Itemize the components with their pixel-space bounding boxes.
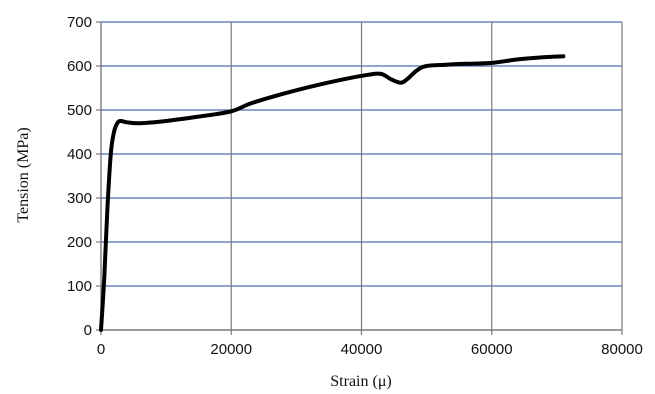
series-layer xyxy=(99,54,566,332)
x-tick-label: 60000 xyxy=(471,341,513,358)
y-tick-label: 0 xyxy=(84,322,92,339)
y-tick-label: 300 xyxy=(67,190,92,207)
grid xyxy=(101,21,623,330)
y-axis-title: Tension (MPa) xyxy=(15,127,32,222)
x-axis-title: Strain (μ) xyxy=(330,373,391,390)
y-tick-label: 200 xyxy=(67,234,92,251)
x-tick-label: 20000 xyxy=(210,341,252,358)
y-tick-label: 400 xyxy=(67,146,92,163)
y-tick-label: 500 xyxy=(67,102,92,119)
y-tick-label: 600 xyxy=(67,58,92,75)
y-tick-label: 100 xyxy=(67,278,92,295)
plot-frame xyxy=(96,21,623,335)
x-tick-labels: 0 20000 40000 60000 80000 xyxy=(97,341,643,358)
y-tick-labels: 0 100 200 300 400 500 600 700 xyxy=(67,14,92,339)
x-tick-label: 40000 xyxy=(341,341,383,358)
series-line xyxy=(99,54,566,332)
y-tick-label: 700 xyxy=(67,14,92,31)
x-tick-label: 80000 xyxy=(601,341,643,358)
x-tick-label: 0 xyxy=(97,341,105,358)
